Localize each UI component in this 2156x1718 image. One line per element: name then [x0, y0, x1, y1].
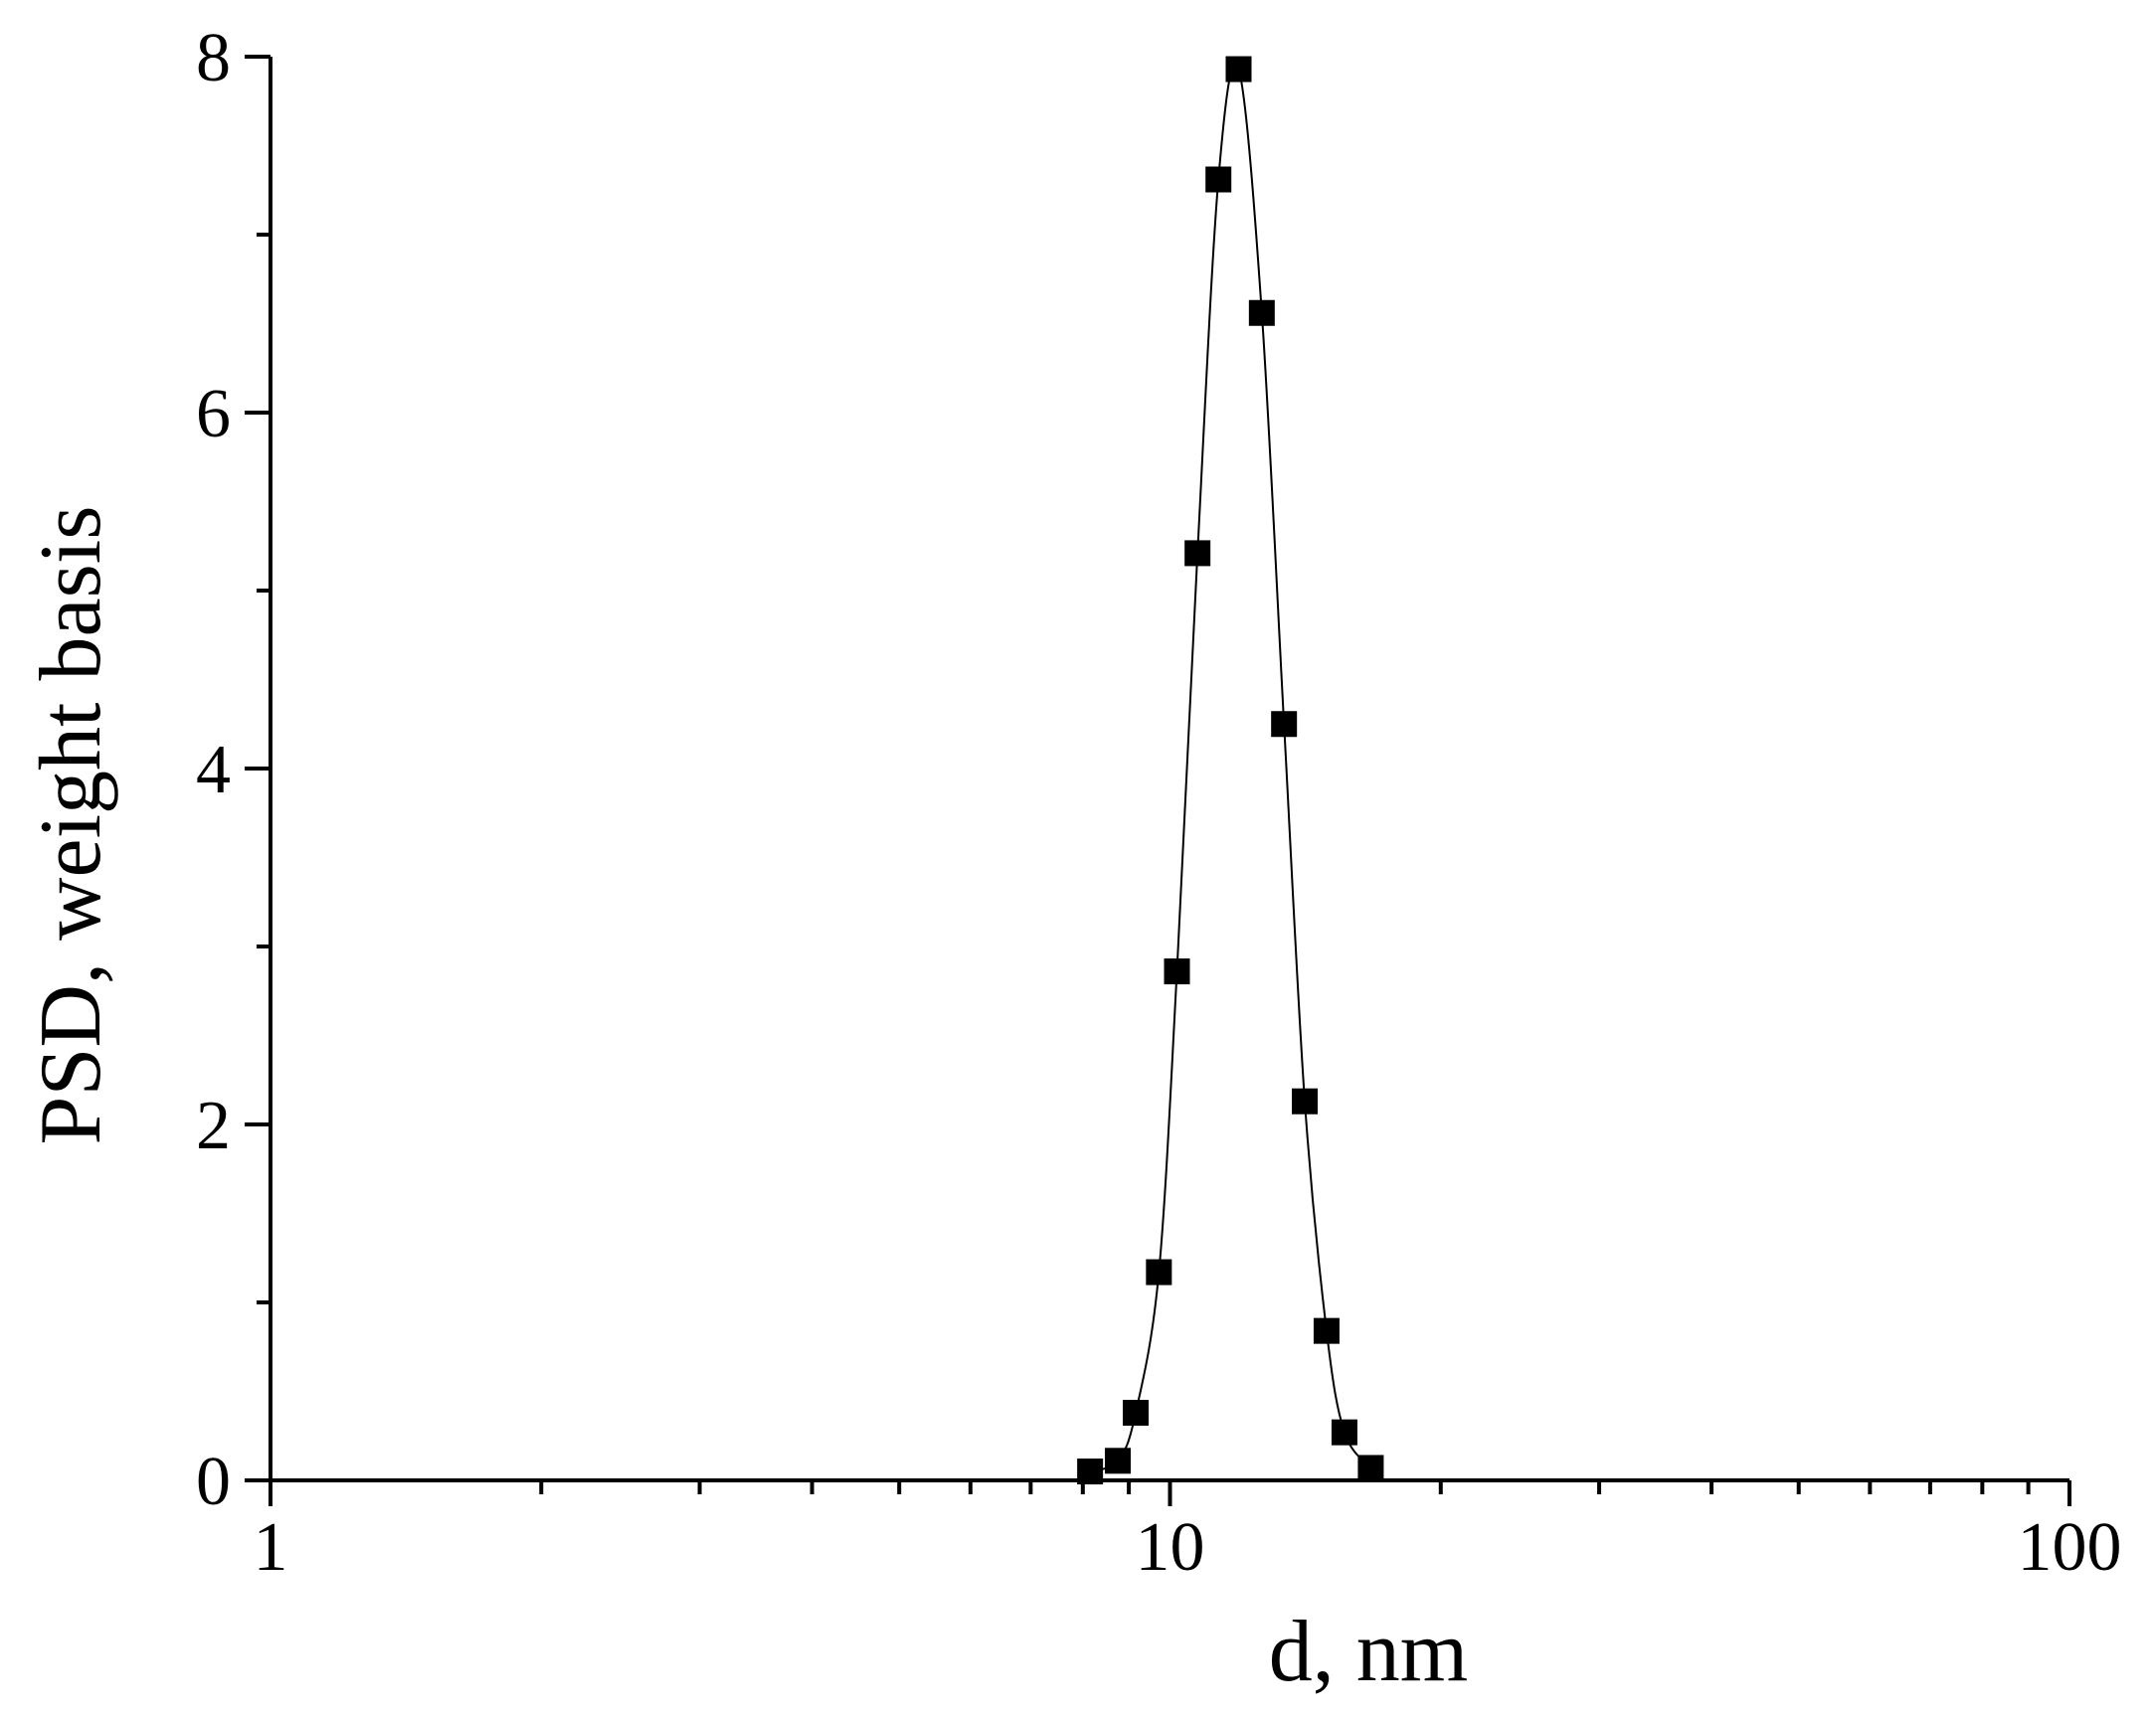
data-point	[1146, 1259, 1172, 1286]
data-point	[1271, 711, 1298, 738]
data-point	[1357, 1455, 1384, 1481]
fit-line	[1089, 63, 1372, 1473]
y-axis-label: PSD, weight basis	[23, 506, 119, 1145]
y-tick-label: 6	[196, 376, 231, 452]
data-point	[1292, 1088, 1319, 1115]
x-tick-label: 1	[254, 1509, 288, 1586]
data-point	[1077, 1459, 1104, 1485]
data-point	[1313, 1317, 1340, 1344]
data-point	[1164, 958, 1190, 985]
x-tick-label: 10	[1136, 1509, 1205, 1586]
x-tick-label: 100	[2018, 1509, 2122, 1586]
x-axis-label: d, nm	[1269, 1604, 1468, 1700]
data-point	[1105, 1448, 1132, 1474]
data-point	[1205, 166, 1232, 193]
y-tick-label: 8	[196, 20, 231, 96]
y-tick-label: 4	[196, 732, 231, 808]
data-point	[1331, 1419, 1357, 1446]
data-point	[1123, 1399, 1150, 1426]
y-tick-label: 2	[196, 1088, 231, 1164]
data-point	[1248, 299, 1275, 326]
data-point	[1225, 56, 1252, 83]
data-point	[1184, 540, 1211, 567]
y-tick-label: 0	[196, 1444, 231, 1520]
